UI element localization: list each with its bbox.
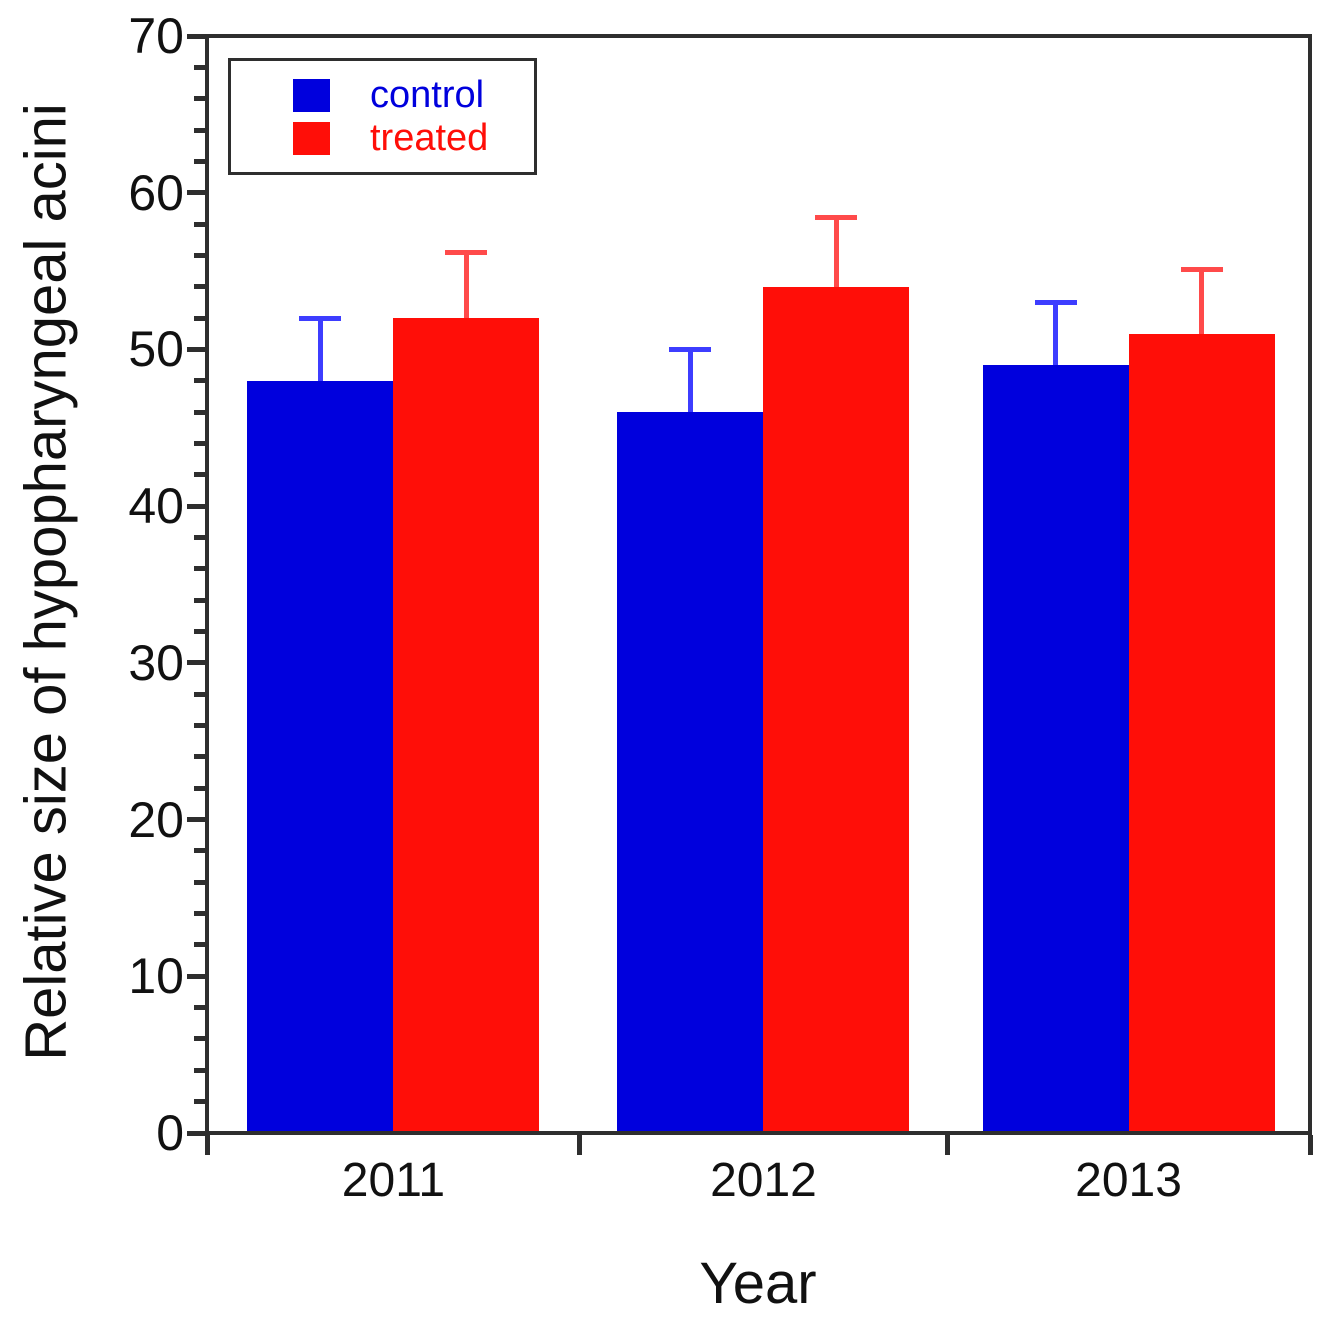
legend-item-treated: treated [231,117,534,159]
x-boundary-tick-3 [1307,1135,1313,1155]
bar-treated-2011 [393,318,540,1133]
errorbar-stem-control-2011 [317,318,323,381]
errorbar-cap-control-2012 [669,346,712,352]
errorbar-stem-control-2012 [687,349,693,413]
legend: control treated [228,58,537,175]
y-tick-label-40: 40 [128,478,184,535]
errorbar-stem-control-2013 [1053,302,1059,366]
y-axis-title: Relative size of hypopharyngeal acini [13,103,79,1061]
bar-control-2013 [982,365,1129,1133]
x-tick-label-2012: 2012 [710,1154,817,1207]
y-major-tick-70 [187,33,205,39]
y-major-tick-60 [187,190,205,196]
y-minor-tick-46 [194,409,205,415]
y-minor-tick-22 [194,785,205,791]
bar-treated-2013 [1128,333,1275,1133]
errorbar-cap-treated-2013 [1180,267,1223,272]
y-minor-tick-26 [194,723,205,729]
y-major-tick-10 [187,973,205,979]
y-tick-label-20: 20 [128,791,184,848]
bar-control-2012 [617,412,764,1133]
legend-item-control: control [231,74,534,116]
y-major-tick-40 [187,503,205,509]
y-tick-label-60: 60 [128,164,184,221]
y-minor-tick-2 [194,1099,205,1105]
errorbar-stem-treated-2013 [1199,269,1205,334]
y-minor-tick-56 [194,252,205,258]
y-minor-tick-32 [194,629,205,634]
y-minor-tick-66 [194,96,205,102]
y-major-tick-20 [187,817,205,823]
y-minor-tick-24 [194,754,205,760]
y-minor-tick-54 [194,284,205,290]
y-minor-tick-34 [194,597,205,603]
x-tick-label-2013: 2013 [1075,1154,1182,1207]
y-minor-tick-8 [194,1005,205,1011]
y-minor-tick-58 [194,221,205,227]
y-minor-tick-18 [194,848,205,854]
y-minor-tick-42 [194,472,205,478]
errorbar-cap-treated-2011 [445,249,488,255]
legend-swatch-control [293,78,330,112]
y-tick-label-30: 30 [128,634,184,691]
errorbar-stem-treated-2011 [463,252,469,319]
y-minor-tick-62 [194,158,205,164]
plot-frame [205,34,1312,1135]
errorbar-cap-control-2011 [299,315,342,321]
y-minor-tick-16 [194,879,205,885]
bar-treated-2012 [763,286,910,1133]
y-minor-tick-48 [194,378,205,384]
legend-label-control: control [370,74,485,116]
x-boundary-tick-2 [944,1135,950,1155]
errorbar-cap-control-2013 [1034,299,1077,305]
errorbar-cap-treated-2012 [815,215,858,221]
legend-swatch-treated [293,121,330,155]
y-major-tick-50 [187,346,205,352]
legend-label-treated: treated [370,117,489,159]
y-minor-tick-12 [194,942,205,948]
y-minor-tick-28 [194,691,205,697]
y-minor-tick-38 [194,534,205,540]
y-major-tick-30 [187,660,205,666]
y-tick-label-0: 0 [156,1105,184,1161]
y-tick-label-10: 10 [128,948,184,1005]
y-minor-tick-52 [194,315,205,321]
bar-control-2011 [247,380,394,1133]
x-axis-title: Year [699,1251,817,1316]
y-minor-tick-36 [194,566,205,572]
x-tick-label-2011: 2011 [341,1154,446,1207]
y-minor-tick-64 [194,127,205,133]
y-minor-tick-14 [194,911,205,917]
y-major-tick-0 [187,1130,205,1136]
y-minor-tick-6 [194,1036,205,1042]
y-tick-label-70: 70 [128,8,184,64]
y-minor-tick-68 [194,64,205,70]
x-boundary-tick-1 [577,1135,583,1155]
y-tick-label-50: 50 [128,321,184,378]
errorbar-stem-treated-2012 [833,217,839,287]
y-minor-tick-44 [194,440,205,446]
y-minor-tick-4 [194,1067,205,1073]
x-boundary-tick-0 [204,1135,210,1155]
